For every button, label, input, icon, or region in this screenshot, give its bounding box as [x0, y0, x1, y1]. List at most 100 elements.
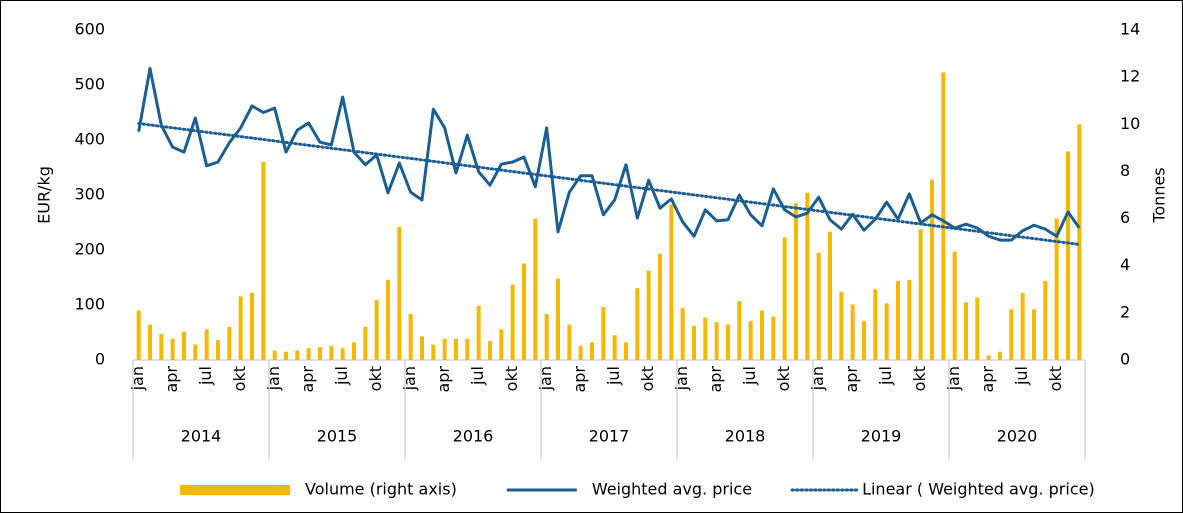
- x-tick-label: jul: [740, 366, 759, 386]
- bar: [635, 288, 640, 360]
- bar: [794, 203, 798, 360]
- year-label: 2014: [181, 427, 222, 446]
- bar: [918, 229, 923, 360]
- bar: [352, 342, 356, 360]
- year-label: 2018: [725, 427, 766, 446]
- y2-tick-label: 8: [1120, 161, 1130, 180]
- bar: [159, 334, 164, 360]
- bar: [522, 263, 526, 360]
- bar: [442, 338, 447, 360]
- bar: [182, 331, 186, 360]
- bar: [318, 347, 322, 360]
- bar: [454, 338, 458, 360]
- x-tick-label: jul: [1012, 366, 1031, 386]
- y-tick-label: 300: [74, 185, 105, 204]
- year-label: 2020: [997, 427, 1038, 446]
- bar: [295, 350, 300, 360]
- bar: [193, 344, 198, 360]
- bar: [839, 291, 844, 360]
- bar: [952, 251, 957, 360]
- x-tick-label: apr: [434, 366, 453, 393]
- bar: [227, 327, 232, 360]
- bar: [782, 237, 787, 360]
- bar: [873, 289, 878, 360]
- bar: [590, 342, 594, 360]
- x-tick-label: jan: [944, 366, 963, 391]
- x-tick-label: jul: [332, 366, 351, 386]
- bar: [1020, 292, 1025, 360]
- x-tick-label: okt: [1046, 366, 1065, 391]
- bar: [805, 192, 810, 360]
- year-label: 2017: [589, 427, 630, 446]
- bar: [930, 179, 934, 360]
- bar: [624, 342, 628, 360]
- bar: [544, 314, 549, 360]
- y2-tick-label: 10: [1120, 114, 1140, 133]
- bar: [386, 279, 390, 360]
- bar: [612, 335, 617, 360]
- bar: [986, 355, 991, 360]
- year-label: 2015: [317, 427, 358, 446]
- x-tick-label: jul: [468, 366, 487, 386]
- bar: [216, 339, 220, 360]
- x-tick-label: apr: [570, 366, 589, 393]
- x-tick-label: jan: [808, 366, 827, 391]
- bar: [760, 310, 764, 360]
- bar: [567, 324, 572, 360]
- x-tick-label: okt: [502, 366, 521, 391]
- x-tick-label: apr: [298, 366, 317, 393]
- y-tick-label: 400: [74, 130, 105, 149]
- bar: [1054, 218, 1059, 360]
- bar: [578, 345, 583, 360]
- bar: [941, 72, 946, 360]
- y-tick-label: 100: [74, 295, 105, 314]
- legend-label: Volume (right axis): [305, 480, 457, 499]
- bar: [737, 301, 742, 360]
- x-tick-label: okt: [230, 366, 249, 391]
- x-tick-label: okt: [910, 366, 929, 391]
- x-tick-label: jan: [672, 366, 691, 391]
- y-tick-label: 500: [74, 75, 105, 94]
- bar: [261, 162, 266, 360]
- y-tick-label: 0: [95, 350, 105, 369]
- bar: [329, 345, 334, 360]
- bar: [1077, 124, 1082, 361]
- bar: [374, 299, 379, 360]
- y2-tick-label: 2: [1120, 302, 1130, 321]
- bar: [250, 292, 254, 360]
- bar: [556, 278, 560, 360]
- legend-label: Linear ( Weighted avg. price): [862, 480, 1095, 499]
- bar: [1032, 309, 1036, 360]
- bar: [601, 306, 606, 360]
- bar: [658, 253, 662, 360]
- bar: [363, 327, 368, 360]
- bar: [862, 321, 866, 360]
- bar: [714, 322, 719, 360]
- bar: [816, 252, 821, 360]
- bar: [975, 297, 980, 360]
- x-tick-label: jan: [128, 366, 147, 391]
- x-tick-label: jul: [604, 366, 623, 386]
- bar: [488, 341, 492, 360]
- y2-tick-label: 4: [1120, 255, 1130, 274]
- bar: [431, 344, 436, 360]
- y2-tick-label: 6: [1120, 208, 1130, 227]
- x-tick-label: okt: [774, 366, 793, 391]
- x-tick-label: apr: [162, 366, 181, 393]
- bar: [964, 302, 968, 360]
- bar: [170, 338, 175, 360]
- bar: [136, 310, 141, 360]
- x-tick-label: jul: [196, 366, 215, 386]
- x-tick-label: jan: [264, 366, 283, 391]
- x-tick-label: jul: [876, 366, 895, 386]
- bar: [896, 281, 900, 360]
- bar: [204, 329, 209, 360]
- bar: [284, 351, 288, 360]
- bar: [998, 351, 1002, 360]
- bar: [669, 204, 674, 360]
- bar: [703, 317, 708, 360]
- x-tick-label: apr: [706, 366, 725, 393]
- bar: [646, 270, 651, 360]
